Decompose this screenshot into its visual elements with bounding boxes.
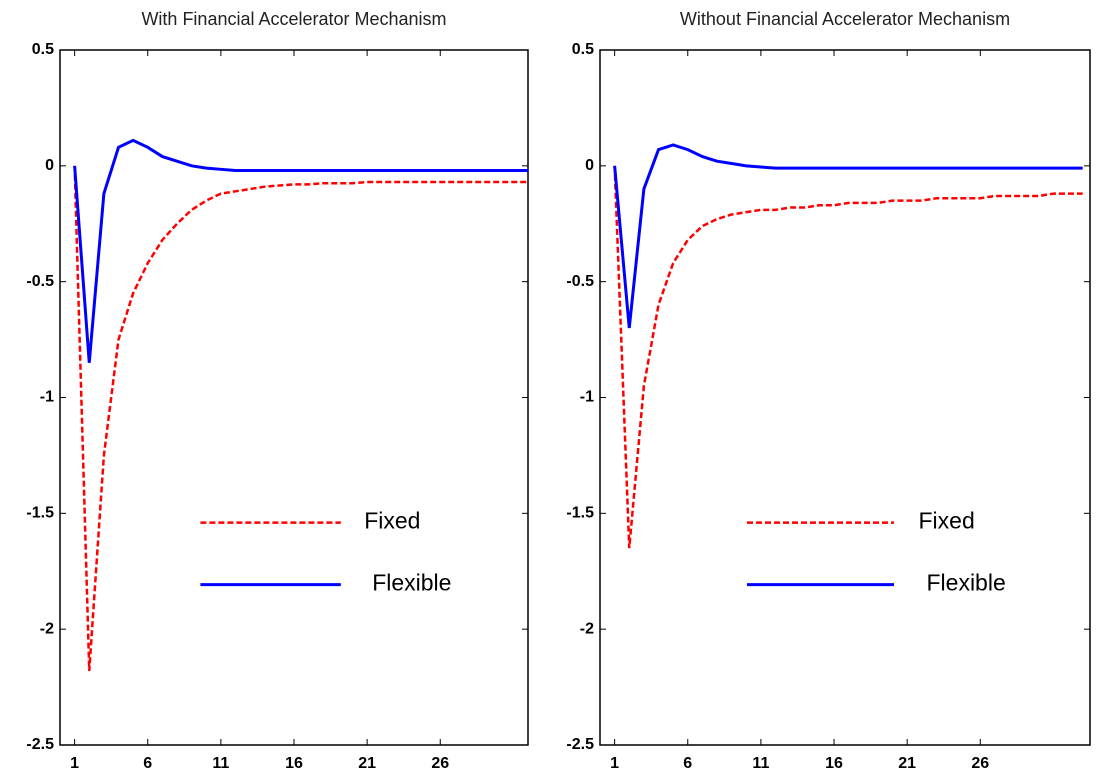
y-tick-label: -2.5 bbox=[566, 736, 594, 753]
y-tick-label: -0.5 bbox=[566, 273, 594, 290]
y-tick-label: 0.5 bbox=[572, 41, 594, 58]
y-tick-label: -1.5 bbox=[566, 505, 594, 522]
y-tick-label: -1 bbox=[580, 389, 594, 406]
y-tick-label: -2 bbox=[580, 620, 594, 637]
x-tick-label: 6 bbox=[683, 755, 692, 772]
x-tick-label: 21 bbox=[358, 755, 376, 772]
x-tick-label: 26 bbox=[431, 755, 449, 772]
x-tick-label: 11 bbox=[212, 755, 229, 772]
series-line bbox=[73, 138, 528, 363]
axes-box bbox=[59, 49, 529, 746]
y-tick-label: 0.5 bbox=[32, 41, 54, 58]
x-tick-label: 26 bbox=[971, 755, 989, 772]
y-tick-label: 0 bbox=[45, 157, 54, 174]
x-tick-label: 6 bbox=[143, 755, 152, 772]
y-tick-label: 0 bbox=[585, 157, 594, 174]
legend-label: Flexible bbox=[372, 570, 451, 596]
series-line bbox=[613, 143, 1083, 329]
legend-label: Flexible bbox=[927, 570, 1006, 596]
chart-title: Without Financial Accelerator Mechanism bbox=[680, 9, 1010, 29]
y-tick-label: -2.5 bbox=[26, 736, 54, 753]
x-tick-label: 11 bbox=[752, 755, 769, 772]
series-line bbox=[73, 165, 528, 671]
series-line bbox=[613, 165, 1083, 549]
x-tick-label: 16 bbox=[285, 755, 303, 772]
axes-box bbox=[599, 49, 1091, 746]
x-tick-label: 1 bbox=[610, 755, 619, 772]
x-tick-label: 21 bbox=[898, 755, 916, 772]
x-tick-label: 1 bbox=[70, 755, 79, 772]
x-tick-label: 16 bbox=[825, 755, 843, 772]
y-tick-label: -1.5 bbox=[26, 505, 54, 522]
legend-label: Fixed bbox=[919, 508, 975, 534]
y-tick-label: -0.5 bbox=[26, 273, 54, 290]
y-tick-label: -2 bbox=[40, 620, 54, 637]
legend-label: Fixed bbox=[364, 508, 420, 534]
chart-title: With Financial Accelerator Mechanism bbox=[141, 9, 446, 29]
y-tick-label: -1 bbox=[40, 389, 54, 406]
